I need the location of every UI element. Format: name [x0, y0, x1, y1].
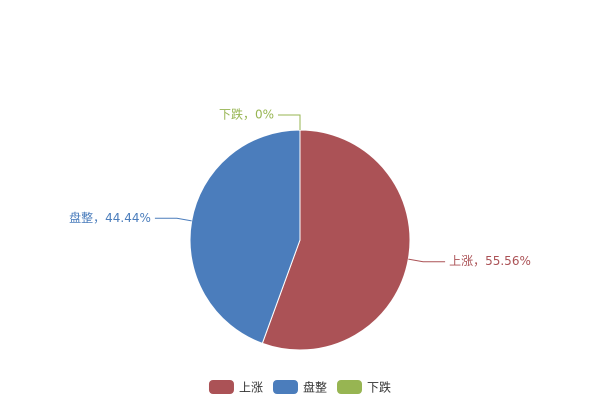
legend-label: 下跌	[367, 380, 391, 395]
legend-swatch	[337, 380, 363, 394]
label-line	[154, 217, 192, 222]
label-line	[408, 258, 446, 263]
legend-label: 盘整	[303, 380, 327, 395]
legend-swatch	[272, 380, 298, 394]
label-line	[278, 114, 301, 130]
data-label: 下跌，0%	[219, 107, 274, 122]
data-label: 上涨，55.56%	[449, 253, 531, 268]
legend-label: 上涨	[239, 380, 263, 395]
legend: 上涨 盘整 下跌	[208, 380, 391, 395]
data-label: 盘整，44.44%	[69, 210, 151, 225]
legend-swatch	[208, 380, 234, 394]
pie-slice	[261, 129, 411, 351]
